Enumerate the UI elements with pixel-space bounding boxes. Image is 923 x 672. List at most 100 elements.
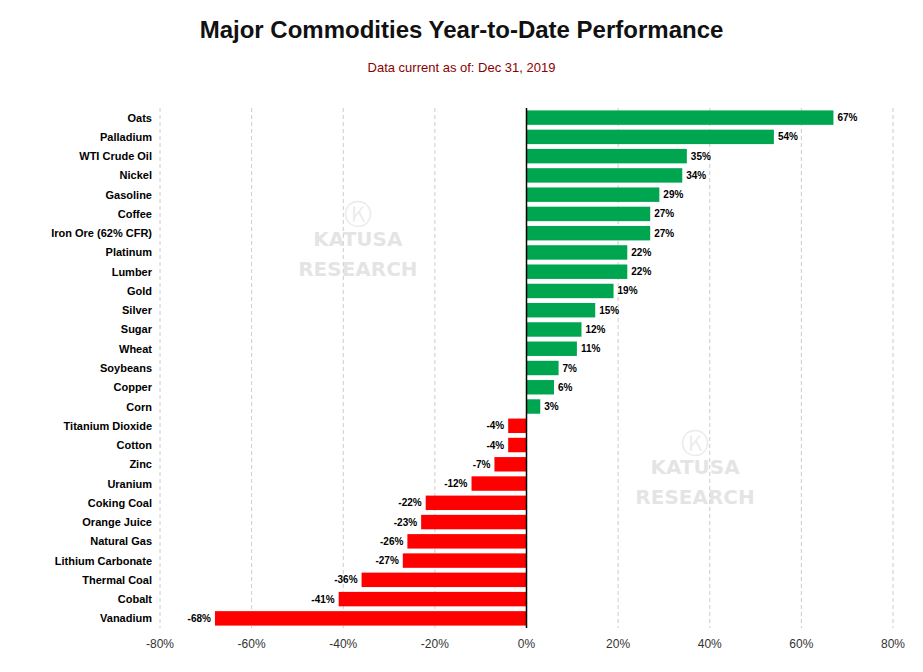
- category-label: Coking Coal: [88, 497, 152, 509]
- grid: [160, 108, 893, 628]
- data-label: 3%: [544, 401, 559, 412]
- bar: [527, 380, 554, 394]
- data-label: 27%: [654, 228, 674, 239]
- bar: [527, 226, 651, 240]
- category-label: Cotton: [117, 439, 153, 451]
- tick-label: 0%: [518, 637, 536, 651]
- category-label: Nickel: [120, 169, 152, 181]
- grid-line: [251, 108, 252, 628]
- data-label: 35%: [691, 151, 711, 162]
- watermark: KATUSARESEARCH: [635, 455, 754, 509]
- bar: [527, 168, 683, 182]
- tick-label: 40%: [698, 637, 722, 651]
- category-label: Palladium: [100, 131, 152, 143]
- data-label: 11%: [581, 343, 601, 354]
- category-label: Gasoline: [106, 189, 152, 201]
- category-label: Soybeans: [100, 362, 152, 374]
- subtitle: Data current as of: Dec 31, 2019: [368, 60, 556, 75]
- category-label: Vanadium: [100, 612, 152, 624]
- zero-line: [526, 108, 528, 628]
- category-label: WTI Crude Oil: [79, 150, 152, 162]
- data-label: -12%: [444, 478, 467, 489]
- bar: [527, 361, 559, 375]
- category-label: Lithium Carbonate: [55, 555, 152, 567]
- bar: [527, 207, 651, 221]
- bar: [527, 245, 628, 259]
- grid-line: [618, 108, 619, 628]
- tick-label: 60%: [789, 637, 813, 651]
- grid-line: [160, 108, 161, 628]
- bar: [527, 130, 774, 144]
- tick-label: -20%: [421, 637, 449, 651]
- background: [0, 0, 923, 672]
- data-label: -36%: [334, 574, 357, 585]
- grid-line: [434, 108, 435, 628]
- tick-label: 20%: [606, 637, 630, 651]
- tick-label: 80%: [881, 637, 905, 651]
- bar: [527, 110, 834, 124]
- chart: Major Commodities Year-to-Date Performan…: [0, 0, 923, 672]
- data-label: 19%: [618, 285, 638, 296]
- bar: [508, 419, 526, 433]
- bar: [527, 264, 628, 278]
- data-label: -22%: [398, 497, 421, 508]
- category-label: Titanium Dioxide: [64, 420, 152, 432]
- category-label: Corn: [126, 401, 152, 413]
- grid-line: [801, 108, 802, 628]
- bar: [421, 515, 526, 529]
- bar: [407, 534, 526, 548]
- category-label: Orange Juice: [82, 516, 152, 528]
- data-label: -41%: [311, 594, 334, 605]
- tick-label: -80%: [146, 637, 174, 651]
- bar: [527, 303, 596, 317]
- title: Major Commodities Year-to-Date Performan…: [200, 16, 724, 43]
- category-label: Coffee: [118, 208, 152, 220]
- data-label: 29%: [663, 189, 683, 200]
- bar: [527, 322, 582, 336]
- bar: [339, 592, 527, 606]
- bar: [527, 187, 660, 201]
- category-label: Lumber: [112, 266, 153, 278]
- category-label: Zinc: [129, 458, 152, 470]
- category-label: Cobalt: [118, 593, 153, 605]
- bars: [215, 110, 833, 625]
- watermark: KATUSARESEARCH: [298, 227, 417, 281]
- tick-label: -60%: [238, 637, 266, 651]
- data-label: -23%: [394, 517, 417, 528]
- data-label: 34%: [686, 170, 706, 181]
- bar: [472, 476, 527, 490]
- category-label: Copper: [114, 381, 153, 393]
- tick-label: -40%: [329, 637, 357, 651]
- category-label: Sugar: [121, 323, 153, 335]
- data-label: -4%: [486, 440, 504, 451]
- data-label: -7%: [473, 459, 491, 470]
- data-label: 27%: [654, 208, 674, 219]
- bar: [426, 496, 527, 510]
- category-label: Oats: [128, 112, 152, 124]
- data-label: 22%: [631, 266, 651, 277]
- category-label: Iron Ore (62% CFR): [51, 227, 152, 239]
- bar: [362, 573, 527, 587]
- data-label: -27%: [375, 555, 398, 566]
- bar: [403, 553, 527, 567]
- bar: [527, 342, 577, 356]
- data-label: 7%: [563, 363, 578, 374]
- category-label: Platinum: [106, 246, 153, 258]
- data-label: -26%: [380, 536, 403, 547]
- category-label: Uranium: [107, 478, 152, 490]
- bar: [527, 284, 614, 298]
- bar: [215, 611, 527, 625]
- data-label: 15%: [599, 305, 619, 316]
- data-label: 6%: [558, 382, 573, 393]
- bar: [527, 399, 541, 413]
- grid-line: [343, 108, 344, 628]
- grid-line: [709, 108, 710, 628]
- data-label: -68%: [188, 613, 211, 624]
- data-label: 67%: [837, 112, 857, 123]
- category-label: Silver: [122, 304, 153, 316]
- grid-line: [893, 108, 894, 628]
- category-label: Natural Gas: [90, 535, 152, 547]
- data-label: 22%: [631, 247, 651, 258]
- category-label: Thermal Coal: [82, 574, 152, 586]
- data-label: -4%: [486, 420, 504, 431]
